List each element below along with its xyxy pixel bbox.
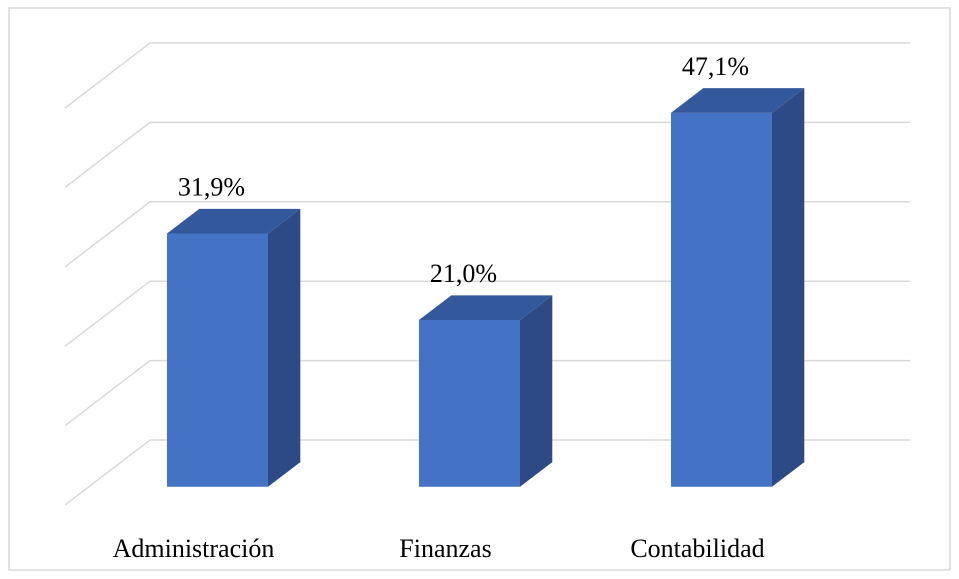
data-label: 47,1% <box>682 52 749 81</box>
bar-top <box>419 295 553 321</box>
data-label: 31,9% <box>178 173 245 202</box>
bar-front <box>167 233 268 487</box>
bar <box>167 208 301 487</box>
bar-side <box>772 88 805 487</box>
grid-line <box>64 42 910 109</box>
bar <box>419 295 553 487</box>
bar-side <box>520 295 553 487</box>
bar-front <box>671 112 772 487</box>
bar <box>671 88 805 487</box>
bar-top <box>671 88 805 113</box>
grid-line <box>64 280 910 347</box>
x-tick-label: Contabilidad <box>630 534 764 563</box>
x-tick-label: Administración <box>113 534 275 563</box>
data-label: 21,0% <box>430 259 497 288</box>
bar-side <box>268 208 301 487</box>
bar-top <box>167 208 301 234</box>
grid-line <box>64 359 910 427</box>
x-tick-label: Finanzas <box>399 534 491 563</box>
grid-line <box>64 439 910 506</box>
grid-line <box>64 121 910 188</box>
bar-front <box>419 320 520 487</box>
grid-line <box>64 201 910 268</box>
